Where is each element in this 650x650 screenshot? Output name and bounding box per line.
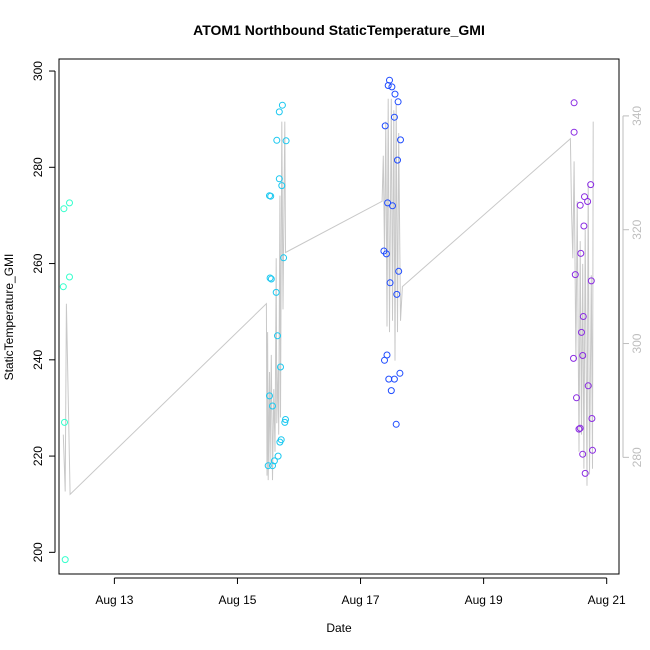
data-point	[579, 450, 587, 458]
data-point	[61, 418, 68, 426]
data-point	[581, 469, 589, 477]
data-point	[584, 382, 592, 390]
data-point	[396, 369, 404, 377]
y-tick-label: 220	[31, 446, 45, 466]
x-tick-label: Aug 17	[342, 593, 380, 607]
data-point	[383, 351, 391, 359]
data-point	[274, 332, 281, 340]
data-point	[581, 193, 588, 201]
y-tick-label: 280	[31, 157, 45, 177]
data-point	[578, 328, 585, 336]
data-point	[278, 101, 286, 109]
data-point	[60, 205, 68, 213]
y2-tick-label: 300	[630, 333, 644, 353]
x-tick-label: Aug 21	[588, 593, 626, 607]
data-point	[382, 250, 390, 258]
y2-tick-label: 320	[630, 219, 644, 239]
data-point	[275, 175, 283, 183]
data-point	[394, 156, 401, 164]
data-point	[266, 274, 274, 282]
data-point	[580, 222, 588, 230]
data-point	[269, 402, 276, 410]
data-point	[277, 363, 284, 371]
data-point	[589, 446, 596, 454]
data-point	[61, 556, 69, 564]
data-point	[570, 128, 578, 136]
data-point	[281, 418, 289, 426]
data-point	[59, 283, 67, 291]
x-axis-title: Date	[326, 621, 352, 635]
data-point	[275, 108, 283, 116]
data-point	[264, 462, 272, 470]
data-point	[588, 415, 596, 422]
y2-tick-label: 280	[630, 447, 644, 467]
data-point	[273, 136, 281, 144]
data-point	[575, 425, 583, 433]
data-point	[390, 375, 398, 383]
data-point	[270, 457, 278, 465]
axis-layer: Aug 13 Aug 15 Aug 17 Aug 19 Aug 21 200 220 240 2…	[31, 61, 644, 607]
data-point	[395, 267, 403, 275]
y-tick-label: 240	[31, 349, 45, 369]
data-point	[381, 122, 389, 130]
data-point	[392, 420, 400, 428]
data-point	[280, 254, 288, 262]
data-point	[269, 462, 276, 470]
data-point	[282, 137, 290, 145]
data-point	[274, 452, 282, 460]
data-point	[266, 392, 273, 400]
data-point	[387, 387, 395, 395]
data-point	[587, 277, 595, 285]
chart-title: ATOM1 Northbound StaticTemperature_GMI	[193, 22, 485, 38]
data-point	[393, 290, 401, 298]
data-point	[278, 182, 286, 190]
data-point	[391, 90, 399, 98]
data-point	[587, 181, 595, 189]
data-point	[577, 249, 585, 257]
data-point	[390, 113, 398, 121]
x-tick-label: Aug 15	[218, 593, 256, 607]
data-point	[573, 394, 580, 402]
data-point	[570, 354, 577, 362]
data-point	[66, 199, 73, 207]
data-point	[388, 83, 396, 91]
data-point	[66, 273, 73, 281]
point-layer	[59, 76, 596, 564]
data-point	[389, 202, 396, 210]
y2-tick-label: 340	[630, 106, 644, 126]
data-point	[272, 288, 280, 296]
data-point	[571, 271, 579, 279]
data-point	[394, 98, 402, 106]
line-series	[62, 98, 594, 496]
y-tick-label: 300	[31, 61, 45, 81]
plot-frame	[58, 58, 620, 575]
y-tick-label: 200	[31, 542, 45, 562]
data-point	[267, 275, 275, 283]
data-point	[386, 279, 394, 287]
data-point	[576, 424, 584, 432]
data-point	[570, 99, 578, 107]
line-layer	[62, 98, 594, 496]
data-point	[576, 201, 584, 209]
x-tick-label: Aug 19	[465, 593, 503, 607]
x-tick-label: Aug 13	[95, 593, 133, 607]
data-point	[386, 76, 393, 84]
data-point	[397, 136, 404, 144]
data-point	[584, 198, 592, 205]
y-tick-label: 260	[31, 253, 45, 273]
y-axis-title: StaticTemperature_GMI	[2, 254, 16, 381]
data-point	[277, 436, 285, 444]
data-point	[579, 313, 587, 320]
data-point	[282, 416, 289, 423]
data-point	[579, 352, 587, 359]
data-point	[267, 192, 275, 200]
